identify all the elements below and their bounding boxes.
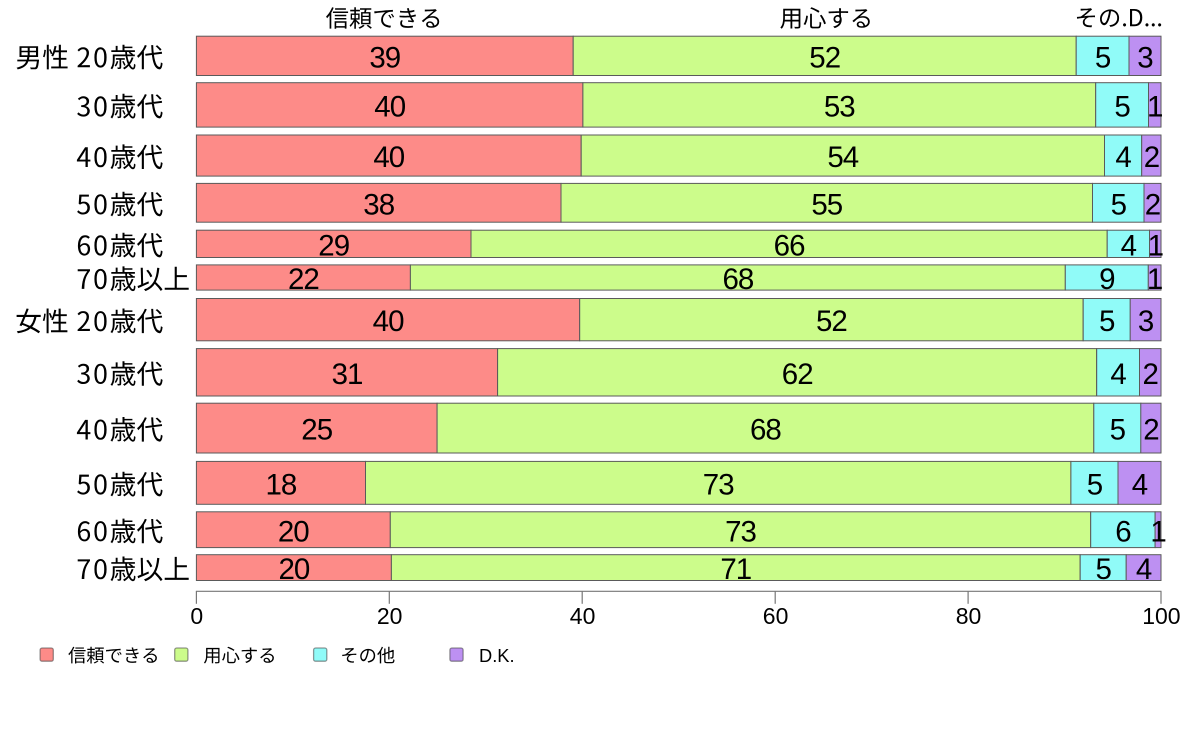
svg-text:2: 2: [1142, 358, 1157, 391]
svg-text:68: 68: [750, 414, 781, 447]
svg-text:5: 5: [1099, 305, 1115, 338]
svg-text:2: 2: [1143, 414, 1158, 447]
svg-text:3: 3: [1138, 305, 1154, 338]
svg-text:20: 20: [278, 553, 309, 586]
svg-text:4: 4: [1121, 229, 1137, 262]
svg-text:5: 5: [1111, 188, 1127, 221]
svg-text:40: 40: [373, 141, 404, 174]
svg-text:2: 2: [1144, 141, 1159, 174]
svg-text:52: 52: [816, 305, 847, 338]
svg-text:1: 1: [1147, 263, 1162, 296]
svg-text:20: 20: [278, 515, 309, 548]
svg-text:38: 38: [363, 188, 394, 221]
svg-text:31: 31: [332, 358, 363, 391]
svg-text:66: 66: [774, 229, 805, 262]
svg-text:29: 29: [318, 229, 349, 262]
svg-text:5: 5: [1095, 553, 1111, 586]
svg-text:73: 73: [725, 515, 756, 548]
svg-text:4: 4: [1132, 468, 1148, 501]
svg-text:55: 55: [811, 188, 842, 221]
svg-text:4: 4: [1115, 141, 1131, 174]
svg-text:6: 6: [1115, 515, 1131, 548]
svg-text:5: 5: [1110, 414, 1126, 447]
svg-text:68: 68: [722, 263, 753, 296]
svg-text:25: 25: [301, 414, 332, 447]
svg-text:53: 53: [824, 91, 855, 124]
svg-text:4: 4: [1110, 358, 1126, 391]
svg-text:40: 40: [570, 603, 596, 629]
svg-text:73: 73: [703, 468, 734, 501]
svg-text:40: 40: [373, 305, 404, 338]
svg-text:5: 5: [1087, 468, 1103, 501]
svg-text:22: 22: [288, 263, 319, 296]
svg-text:54: 54: [827, 141, 858, 174]
svg-text:2: 2: [1145, 188, 1160, 221]
svg-text:5: 5: [1095, 42, 1111, 75]
svg-text:D.K.: D.K.: [479, 645, 515, 666]
svg-text:62: 62: [782, 358, 813, 391]
svg-text:40: 40: [374, 91, 405, 124]
svg-text:9: 9: [1099, 263, 1115, 296]
svg-text:18: 18: [265, 468, 296, 501]
svg-text:100: 100: [1142, 603, 1180, 629]
svg-text:60: 60: [763, 603, 789, 629]
svg-text:5: 5: [1114, 91, 1130, 124]
svg-text:1: 1: [1148, 229, 1163, 262]
svg-text:3: 3: [1137, 42, 1153, 75]
svg-text:80: 80: [956, 603, 982, 629]
svg-text:20: 20: [377, 603, 403, 629]
svg-text:0: 0: [190, 603, 203, 629]
svg-text:4: 4: [1136, 553, 1152, 586]
svg-text:71: 71: [720, 553, 751, 586]
svg-text:1: 1: [1147, 91, 1162, 124]
svg-text:1: 1: [1150, 515, 1165, 548]
svg-text:52: 52: [809, 42, 840, 75]
svg-text:39: 39: [369, 42, 400, 75]
